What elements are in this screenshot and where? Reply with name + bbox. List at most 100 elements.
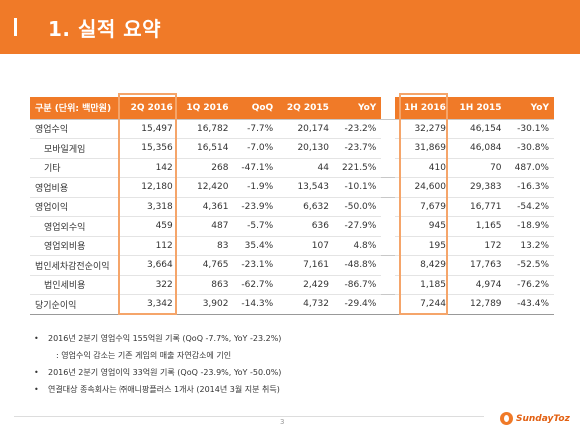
row-label: 당기순이익 <box>30 294 123 315</box>
table-cell: 7,161 <box>278 255 334 276</box>
row-label: 영업이익 <box>30 196 123 217</box>
bullet-icon: • <box>34 385 39 394</box>
table-row: 법인세차감전순이익 3,664 4,765 -23.1% 7,161 -48.8… <box>30 255 554 276</box>
table-cell: 268 <box>177 158 234 178</box>
note-item: • 연결대상 종속회사는 ㈜애니팡플러스 1개사 (2014년 3월 지분 취득… <box>34 381 281 398</box>
note-item: • 2016년 2분기 영업수익 155억원 기록 (QoQ -7.7%, Yo… <box>34 330 281 347</box>
note-text: 2016년 2분기 영업이익 33억원 기록 (QoQ -23.9%, YoY … <box>48 368 282 377</box>
column-gap <box>381 216 396 236</box>
table-cell: 4,765 <box>177 255 234 276</box>
column-header: 1H 2016 <box>395 97 451 119</box>
table-cell: 863 <box>177 275 234 295</box>
table-cell: 112 <box>122 236 178 256</box>
table-cell: -62.7% <box>233 275 279 295</box>
table-cell: -10.1% <box>333 177 382 198</box>
table-cell: 636 <box>278 216 334 237</box>
table-row: 영업수익 15,497 16,782 -7.7% 20,174 -23.2% 3… <box>30 118 554 139</box>
column-header: QoQ <box>233 97 279 119</box>
page-number: 3 <box>280 418 285 426</box>
table-row: 모바일게임 15,356 16,514 -7.0% 20,130 -23.7% … <box>30 138 554 159</box>
table-cell: 7,679 <box>395 196 451 217</box>
header-bar: 1. 실적 요약 <box>0 0 580 54</box>
table-cell: 16,514 <box>177 138 234 159</box>
table-header-row: 구분 (단위: 백만원) 2Q 2016 1Q 2016 QoQ 2Q 2015… <box>30 97 554 119</box>
column-header: YoY <box>333 97 382 119</box>
note-item: • 2016년 2분기 영업이익 33억원 기록 (QoQ -23.9%, Yo… <box>34 364 281 381</box>
table-cell: -48.8% <box>333 255 382 276</box>
table-cell: 46,084 <box>450 138 507 159</box>
table-cell: 16,771 <box>450 196 507 217</box>
table-cell: 322 <box>122 275 178 295</box>
table-row: 영업외비용 112 83 35.4% 107 4.8% 195 172 13.2… <box>30 236 554 256</box>
note-text: 연결대상 종속회사는 ㈜애니팡플러스 1개사 (2014년 3월 지분 취득) <box>48 385 280 394</box>
table-cell: 20,174 <box>278 118 334 139</box>
table-cell: 4.8% <box>333 236 382 256</box>
logo-icon <box>500 412 513 425</box>
table-cell: 20,130 <box>278 138 334 159</box>
table-row: 법인세비용 322 863 -62.7% 2,429 -86.7% 1,185 … <box>30 275 554 295</box>
table-cell: 46,154 <box>450 118 507 139</box>
table-cell: -30.8% <box>506 138 554 159</box>
table-row: 영업이익 3,318 4,361 -23.9% 6,632 -50.0% 7,6… <box>30 196 554 217</box>
table-cell: -23.2% <box>333 118 382 139</box>
header-accent-mark <box>14 18 17 36</box>
notes-list: • 2016년 2분기 영업수익 155억원 기록 (QoQ -7.7%, Yo… <box>34 330 281 398</box>
table-cell: 410 <box>395 158 451 178</box>
table-cell: 459 <box>122 216 178 237</box>
table-cell: -5.7% <box>233 216 279 237</box>
table-cell: 8,429 <box>395 255 451 276</box>
table-cell: 17,763 <box>450 255 507 276</box>
table-cell: -7.7% <box>233 118 279 139</box>
table-cell: 31,869 <box>395 138 451 159</box>
column-header: 2Q 2015 <box>278 97 334 119</box>
table-row: 영업비용 12,180 12,420 -1.9% 13,543 -10.1% 2… <box>30 177 554 198</box>
page-title: 1. 실적 요약 <box>48 17 162 41</box>
table-cell: 3,318 <box>122 196 178 217</box>
column-gap <box>381 275 396 295</box>
row-label: 법인세비용 <box>30 275 123 295</box>
table-cell: -14.3% <box>233 294 279 315</box>
table-cell: -50.0% <box>333 196 382 217</box>
table-cell: 4,361 <box>177 196 234 217</box>
column-gap <box>381 236 396 256</box>
table-cell: -76.2% <box>506 275 554 295</box>
table-cell: 35.4% <box>233 236 279 256</box>
table-row: 기타 142 268 -47.1% 44 221.5% 410 70 487.0… <box>30 158 554 178</box>
table-cell: 12,180 <box>122 177 178 198</box>
logo-text: SundayToz <box>516 413 570 424</box>
table-cell: -27.9% <box>333 216 382 237</box>
column-gap <box>381 294 396 315</box>
table-cell: 13.2% <box>506 236 554 256</box>
table-cell: 4,732 <box>278 294 334 315</box>
note-text: : 영업수익 감소는 기존 게임의 매출 자연감소에 기인 <box>56 351 232 360</box>
table-cell: 221.5% <box>333 158 382 178</box>
table-cell: 1,165 <box>450 216 507 237</box>
table-cell: -47.1% <box>233 158 279 178</box>
row-label: 영업외비용 <box>30 236 123 256</box>
row-label: 법인세차감전순이익 <box>30 255 123 276</box>
column-gap <box>381 138 396 158</box>
column-header: 구분 (단위: 백만원) <box>30 97 123 119</box>
table-cell: -52.5% <box>506 255 554 276</box>
table-cell: 13,543 <box>278 177 334 198</box>
table-cell: 2,429 <box>278 275 334 295</box>
row-label: 영업수익 <box>30 118 123 139</box>
table-cell: -86.7% <box>333 275 382 295</box>
column-gap <box>381 255 396 275</box>
column-header: 2Q 2016 <box>122 97 178 119</box>
column-gap <box>381 177 396 197</box>
table-cell: -7.0% <box>233 138 279 159</box>
table-cell: -23.9% <box>233 196 279 217</box>
note-text: 2016년 2분기 영업수익 155억원 기록 (QoQ -7.7%, YoY … <box>48 334 282 343</box>
table-cell: 3,664 <box>122 255 178 276</box>
footer-divider <box>14 416 484 417</box>
table-row: 영업외수익 459 487 -5.7% 636 -27.9% 945 1,165… <box>30 216 554 237</box>
table-cell: 15,497 <box>122 118 178 139</box>
column-header: YoY <box>506 97 554 119</box>
table-cell: 3,902 <box>177 294 234 315</box>
row-label: 영업비용 <box>30 177 123 198</box>
table-cell: -23.7% <box>333 138 382 159</box>
table-cell: 7,244 <box>395 294 451 315</box>
column-gap <box>381 118 396 139</box>
table-cell: 6,632 <box>278 196 334 217</box>
